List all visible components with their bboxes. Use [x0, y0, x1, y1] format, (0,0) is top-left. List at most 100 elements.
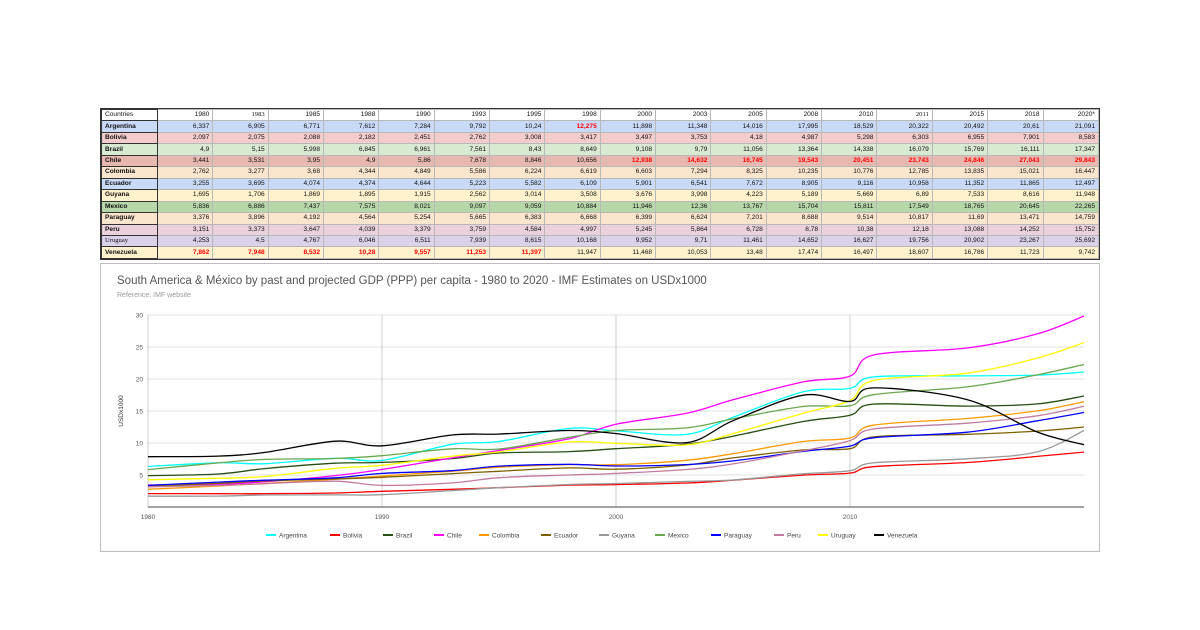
gdp-value-cell: 12,497: [1042, 177, 1099, 191]
series-line-peru: [147, 405, 1085, 488]
header-year: 1998: [544, 108, 601, 122]
gdp-value-cell: 22,265: [1042, 200, 1099, 214]
gdp-value-cell: 7,294: [655, 166, 712, 179]
header-year: 2003: [655, 108, 712, 122]
legend-label: Guyana: [612, 532, 635, 539]
gdp-value-cell: 6,511: [378, 234, 435, 248]
gdp-value-cell: 15,021: [987, 166, 1044, 179]
gdp-value-cell: 27,043: [987, 154, 1044, 168]
gdp-value-cell: 6,955: [931, 131, 989, 145]
legend-label: Ecuador: [554, 532, 579, 539]
gdp-value-cell: 6,624: [655, 212, 712, 225]
gdp-value-cell: 5,245: [599, 223, 657, 237]
y-tick-label: 5: [139, 473, 143, 480]
header-year: 2008: [765, 108, 823, 122]
gdp-value-cell: 23,743: [876, 154, 933, 168]
x-tick-label: 2000: [609, 514, 624, 521]
gdp-value-cell: 3,896: [212, 212, 269, 225]
gdp-value-cell: 5,836: [156, 200, 214, 214]
gdp-value-cell: 7,672: [710, 177, 767, 191]
gdp-value-cell: 3,014: [489, 189, 546, 202]
y-tick-label: 15: [136, 409, 144, 416]
gdp-value-cell: 6,109: [544, 177, 601, 191]
gdp-value-cell: 3,255: [156, 177, 214, 191]
gdp-value-cell: 24,846: [931, 154, 989, 168]
gdp-value-cell: 3,379: [378, 223, 435, 237]
gdp-value-cell: 3,695: [212, 177, 269, 191]
gdp-value-cell: 5,86: [378, 154, 435, 168]
gdp-value-cell: 5,254: [378, 212, 435, 225]
gdp-value-cell: 9,097: [433, 200, 491, 214]
gdp-value-cell: 14,759: [1042, 212, 1099, 225]
gdp-value-cell: 11,397: [489, 246, 546, 259]
table-row: Colombia 2,762 3,277 3,68 4,344 4,849 5,586 6,2…: [101, 166, 1099, 179]
gdp-value-cell: 2,562: [433, 189, 491, 202]
gdp-value-cell: 19,756: [876, 234, 933, 248]
table-row: Mexico 5,836 6,886 7,437 7,575 8,021 9,097 9,05…: [101, 200, 1099, 214]
country-name: Chile: [101, 154, 158, 168]
gdp-value-cell: 5,582: [489, 177, 546, 191]
gdp-value-cell: 17,474: [765, 246, 823, 259]
gdp-value-cell: 7,678: [433, 154, 491, 168]
gdp-value-cell: 5,864: [655, 223, 712, 237]
gdp-value-cell: 18,607: [876, 246, 933, 259]
gdp-value-cell: 8,688: [765, 212, 823, 225]
legend-label: Bolivia: [343, 532, 363, 539]
gdp-value-cell: 11,948: [1042, 189, 1099, 202]
gdp-value-cell: 9,79: [655, 143, 712, 156]
header-year: 1993: [433, 108, 491, 122]
gdp-value-cell: 8,615: [489, 234, 546, 248]
gdp-value-cell: 2,451: [378, 131, 435, 145]
gdp-value-cell: 17,995: [765, 120, 823, 133]
gdp-value-cell: 8,325: [710, 166, 767, 179]
gdp-value-cell: 4,987: [765, 131, 823, 145]
gdp-value-cell: 4,9: [156, 143, 214, 156]
table-row: Ecuador 3,255 3,695 4,074 4,374 4,644 5,223 5,5…: [101, 177, 1099, 191]
gdp-value-cell: 2,182: [323, 131, 380, 145]
gdp-value-cell: 11,253: [433, 246, 491, 259]
gdp-value-cell: 10,817: [876, 212, 933, 225]
gdp-value-cell: 10,958: [876, 177, 933, 191]
gdp-value-cell: 3,277: [212, 166, 269, 179]
series-line-bolivia: [147, 451, 1085, 495]
gdp-value-cell: 18,529: [821, 120, 878, 133]
gdp-value-cell: 6,603: [599, 166, 657, 179]
gdp-value-cell: 11,348: [655, 120, 712, 133]
x-tick-label: 1990: [375, 514, 390, 521]
gdp-value-cell: 7,939: [433, 234, 491, 248]
gdp-value-cell: 6,541: [655, 177, 712, 191]
gdp-value-cell: 4,18: [710, 131, 767, 145]
country-name: Mexico: [101, 200, 158, 214]
gdp-value-cell: 8,583: [1042, 131, 1099, 145]
gdp-value-cell: 6,961: [378, 143, 435, 156]
table-header-row: Countries 1980 1983 1985 1988 1990 1993 1995 199…: [101, 108, 1099, 122]
country-name: Guyana: [101, 189, 158, 202]
table-row: Guyana 1,695 1,706 1,869 1,895 1,915 2,562 3,01…: [101, 189, 1099, 202]
gdp-value-cell: 10,24: [489, 120, 546, 133]
y-tick-label: 20: [136, 377, 144, 384]
gdp-value-cell: 6,886: [212, 200, 269, 214]
gdp-value-cell: 4,644: [378, 177, 435, 191]
gdp-value-cell: 16,627: [821, 234, 878, 248]
gdp-value-cell: 6,771: [267, 120, 325, 133]
gdp-value-cell: 8,905: [765, 177, 823, 191]
line-chart: 5 10 15 20 25 30 1980 1990 2000 2010 USDx1000 Argen…: [118, 313, 1085, 539]
gdp-value-cell: 7,901: [987, 131, 1044, 145]
gdp-value-cell: 6,046: [323, 234, 380, 248]
gdp-value-cell: 4,564: [323, 212, 380, 225]
gdp-value-cell: 3,376: [156, 212, 214, 225]
gdp-value-cell: 8,846: [489, 154, 546, 168]
gdp-value-cell: 8,649: [544, 143, 601, 156]
gdp-value-cell: 7,575: [323, 200, 380, 214]
chart-subtitle: Reference: IMF website: [117, 292, 191, 299]
gdp-value-cell: 16,447: [1042, 166, 1099, 179]
table-row: Chile 3,441 3,531 3,95 4,9 5,86 7,678 8,846 10,6…: [101, 154, 1099, 168]
header-year: 1990: [378, 108, 435, 122]
gdp-value-cell: 20,645: [987, 200, 1044, 214]
gdp-value-cell: 4,5: [212, 234, 269, 248]
gdp-value-cell: 3,676: [599, 189, 657, 202]
gdp-value-cell: 11,69: [931, 212, 989, 225]
gdp-value-cell: 10,168: [544, 234, 601, 248]
legend-label: Argentina: [279, 532, 307, 539]
gdp-value-cell: 2,762: [156, 166, 214, 179]
